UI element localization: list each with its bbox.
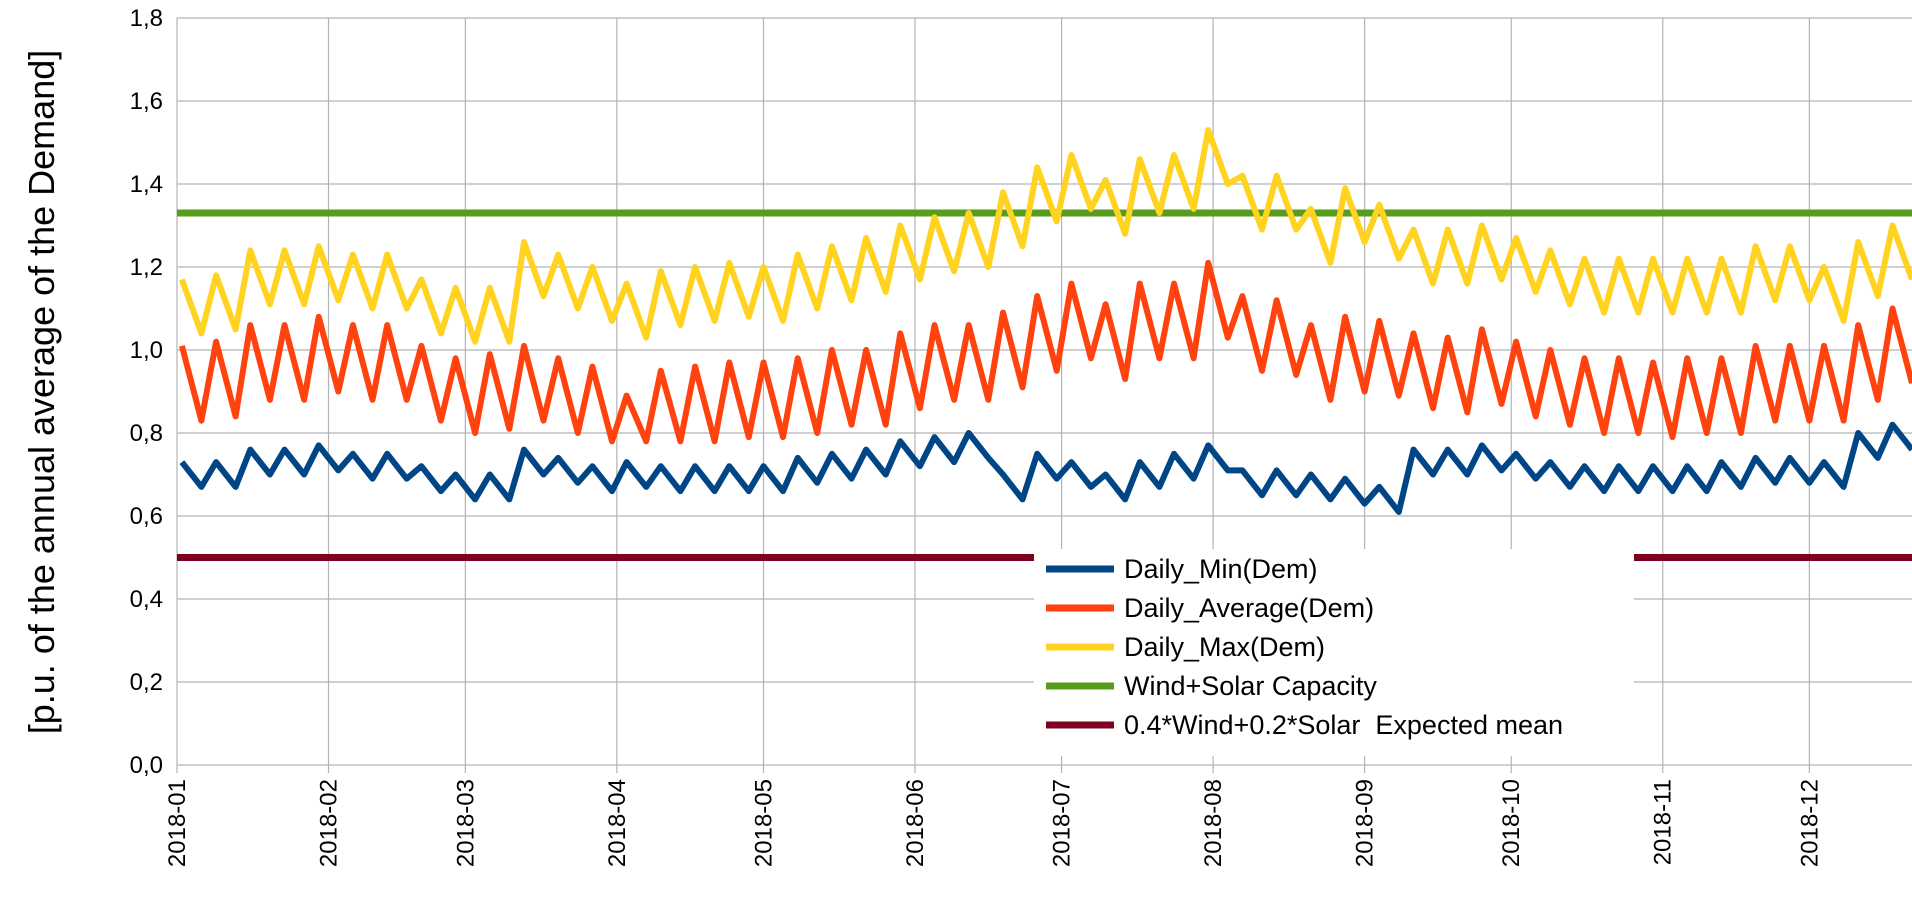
x-tick-label: 2018-01 — [164, 779, 191, 867]
y-tick-label: 1,0 — [130, 337, 163, 364]
x-tick-label: 2018-11 — [1650, 779, 1677, 865]
x-tick-label: 2018-12 — [1796, 779, 1823, 867]
y-tick-label: 1,8 — [130, 5, 163, 32]
legend-label: Wind+Solar Capacity — [1124, 671, 1377, 701]
x-tick-label: 2018-10 — [1498, 779, 1525, 867]
y-tick-label: 0,4 — [130, 586, 163, 613]
y-tick-label: 0,8 — [130, 420, 163, 447]
y-tick-label: 1,6 — [130, 88, 163, 115]
y-tick-label: 0,2 — [130, 669, 163, 696]
x-tick-label: 2018-05 — [750, 779, 777, 867]
x-tick-label: 2018-09 — [1352, 779, 1379, 867]
x-tick-label: 2018-04 — [604, 779, 631, 867]
y-tick-label: 1,4 — [130, 171, 163, 198]
data-line — [179, 127, 1912, 345]
y-tick-label: 0,6 — [130, 503, 163, 530]
data-line — [178, 259, 1912, 445]
legend-label: Daily_Average(Dem) — [1124, 593, 1374, 623]
x-tick-label: 2018-03 — [452, 779, 479, 867]
legend-label: 0.4*Wind+0.2*Solar Expected mean — [1124, 710, 1563, 740]
x-tick-label: 2018-07 — [1049, 779, 1076, 867]
x-tick-label: 2018-02 — [316, 779, 343, 867]
legend-label: Daily_Max(Dem) — [1124, 632, 1325, 662]
legend-box — [1034, 549, 1634, 756]
y-tick-label: 0,0 — [130, 752, 163, 779]
x-tick-label: 2018-08 — [1200, 779, 1227, 867]
data-line — [179, 421, 1912, 515]
legend-label: Daily_Min(Dem) — [1124, 554, 1318, 584]
legend: Daily_Min(Dem) Daily_Average(Dem) Daily_Ma… — [1034, 549, 1634, 756]
x-tick-label: 2018-06 — [902, 779, 929, 867]
y-tick-label: 1,2 — [130, 254, 163, 281]
y-axis-label: [p.u. of the annual average of the Deman… — [21, 50, 62, 734]
